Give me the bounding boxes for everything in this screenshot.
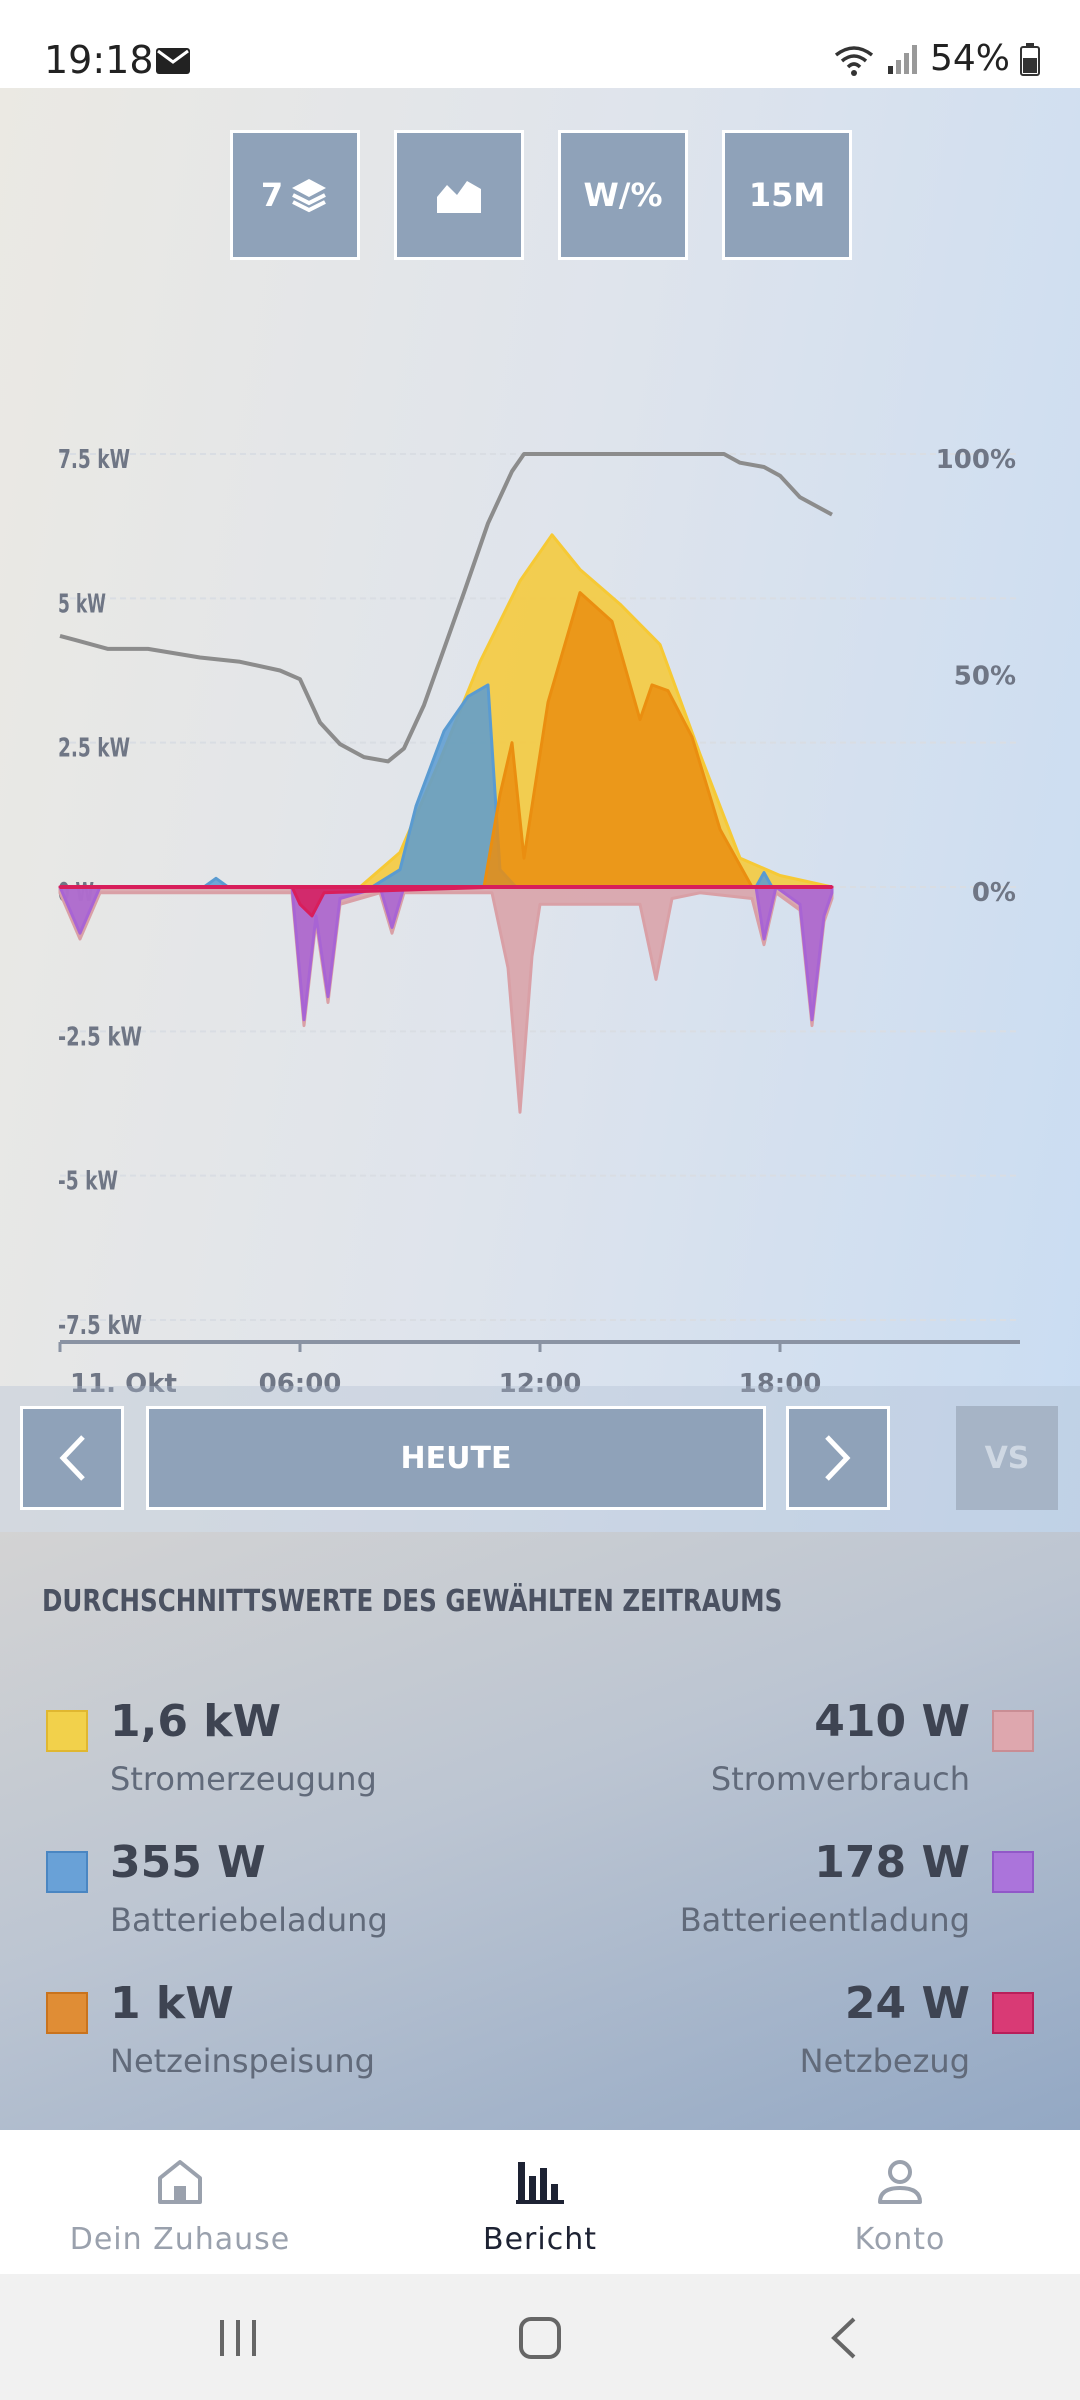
legend-value: 24 W bbox=[844, 1978, 970, 2029]
legend-label: Batterieentladung bbox=[679, 1901, 970, 1939]
series-area-netzeinspeisung bbox=[58, 591, 834, 889]
chevron-right-icon bbox=[825, 1435, 851, 1481]
y-tick-label-left: 5 kW bbox=[58, 589, 106, 619]
legend-label: Stromverbrauch bbox=[710, 1760, 970, 1798]
status-bar: 19:18 54% bbox=[0, 0, 1080, 88]
chart-toolbar: 7 W/% 15M bbox=[230, 130, 852, 260]
averages-summary: DURCHSCHNITTSWERTE DES GEWÄHLTEN ZEITRAU… bbox=[0, 1532, 1080, 2130]
nav-tab-account[interactable]: Konto bbox=[720, 2130, 1080, 2274]
legend-value: 178 W bbox=[814, 1837, 970, 1888]
y-tick-label-left: -7.5 kW bbox=[58, 1311, 142, 1341]
series-line-battery_soc bbox=[59, 452, 833, 764]
x-tick-label: 18:00 bbox=[739, 1369, 822, 1399]
nav-tab-label: Dein Zuhause bbox=[69, 2222, 291, 2257]
legend-label: Netzeinspeisung bbox=[110, 2042, 375, 2080]
signal-icon bbox=[887, 44, 917, 74]
compare-label: VS bbox=[984, 1440, 1030, 1476]
status-time: 19:18 bbox=[44, 38, 154, 82]
series-area-stromverbrauch bbox=[58, 885, 834, 1114]
legend-value: 1,6 kW bbox=[110, 1696, 282, 1747]
back-icon[interactable] bbox=[826, 2316, 862, 2360]
legend-item-netzbezug: 24 W Netzbezug bbox=[540, 1970, 1080, 2090]
legend-item-stromverbrauch: 410 W Stromverbrauch bbox=[540, 1688, 1080, 1808]
y-tick-label-left: 2.5 kW bbox=[58, 734, 130, 764]
next-period-button[interactable] bbox=[786, 1406, 890, 1510]
interval-button[interactable]: 15M bbox=[722, 130, 852, 260]
energy-chart-svg: 7.5 kW5 kW2.5 kW0 W-2.5 kW-5 kW-7.5 kW10… bbox=[58, 445, 1020, 1399]
home-icon bbox=[158, 2160, 202, 2204]
legend-item-batteriebeladung: 355 W Batteriebeladung bbox=[0, 1829, 540, 1949]
x-tick-label: 11. Okt bbox=[70, 1369, 177, 1399]
nav-tab-home[interactable]: Dein Zuhause bbox=[0, 2130, 360, 2274]
legend-item-batterieentladung: 178 W Batterieentladung bbox=[540, 1829, 1080, 1949]
previous-period-button[interactable] bbox=[20, 1406, 124, 1510]
legend-swatch bbox=[46, 1710, 88, 1752]
summary-title: DURCHSCHNITTSWERTE DES GEWÄHLTEN ZEITRAU… bbox=[42, 1584, 783, 1619]
recent-apps-icon[interactable] bbox=[216, 2318, 260, 2358]
y-tick-label-left: -2.5 kW bbox=[58, 1022, 142, 1052]
legend-value: 410 W bbox=[814, 1696, 970, 1747]
current-period-button[interactable]: HEUTE bbox=[146, 1406, 766, 1510]
home-button-icon[interactable] bbox=[518, 2316, 562, 2360]
chevron-left-icon bbox=[59, 1435, 85, 1481]
unit-toggle-button[interactable]: W/% bbox=[558, 130, 688, 260]
legend-label: Batteriebeladung bbox=[110, 1901, 388, 1939]
bottom-navigation: Dein Zuhause Bericht Konto bbox=[0, 2130, 1080, 2274]
bar-chart-icon bbox=[516, 2162, 564, 2204]
area-chart-icon bbox=[437, 181, 481, 213]
report-screen: 7 W/% 15M 7.5 kW5 kW2.5 kW0 W-2.5 kW-5 k… bbox=[0, 88, 1080, 2130]
y-tick-label-right: 50% bbox=[954, 662, 1016, 692]
layers-count: 7 bbox=[260, 176, 284, 214]
person-icon bbox=[878, 2160, 922, 2204]
nav-tab-label: Bericht bbox=[483, 2222, 597, 2257]
nav-tab-report[interactable]: Bericht bbox=[360, 2130, 720, 2274]
x-tick-label: 06:00 bbox=[259, 1369, 342, 1399]
legend-value: 1 kW bbox=[110, 1978, 234, 2029]
period-label: HEUTE bbox=[400, 1440, 512, 1476]
legend-swatch bbox=[992, 1851, 1034, 1893]
mail-icon bbox=[156, 48, 190, 74]
layers-icon bbox=[292, 179, 327, 213]
x-tick-label: 12:00 bbox=[499, 1369, 582, 1399]
series-area-batterieentladung bbox=[58, 885, 834, 1022]
battery-percent: 54% bbox=[929, 38, 1010, 79]
chart-type-button[interactable] bbox=[394, 130, 524, 260]
battery-icon bbox=[1020, 42, 1040, 76]
legend-item-netzeinspeisung: 1 kW Netzeinspeisung bbox=[0, 1970, 540, 2090]
legend-swatch bbox=[992, 1992, 1034, 2034]
compare-button[interactable]: VS bbox=[956, 1406, 1058, 1510]
energy-chart[interactable]: 7.5 kW5 kW2.5 kW0 W-2.5 kW-5 kW-7.5 kW10… bbox=[0, 336, 1080, 1466]
unit-label: W/% bbox=[583, 176, 663, 214]
interval-label: 15M bbox=[748, 176, 826, 214]
layers-button[interactable]: 7 bbox=[230, 130, 360, 260]
legend-item-stromerzeugung: 1,6 kW Stromerzeugung bbox=[0, 1688, 540, 1808]
legend-swatch bbox=[46, 1851, 88, 1893]
y-tick-label-left: -5 kW bbox=[58, 1167, 118, 1197]
period-navigation: HEUTE VS bbox=[0, 1386, 1080, 1532]
y-tick-label-right: 0% bbox=[972, 878, 1016, 908]
legend-swatch bbox=[992, 1710, 1034, 1752]
y-tick-label-right: 100% bbox=[936, 445, 1016, 475]
legend-value: 355 W bbox=[110, 1837, 266, 1888]
legend-swatch bbox=[46, 1992, 88, 2034]
system-navigation-bar bbox=[0, 2274, 1080, 2400]
legend-label: Netzbezug bbox=[799, 2042, 970, 2080]
wifi-icon bbox=[834, 45, 874, 76]
legend-label: Stromerzeugung bbox=[110, 1760, 377, 1798]
y-tick-label-left: 7.5 kW bbox=[58, 445, 130, 475]
nav-tab-label: Konto bbox=[854, 2222, 946, 2257]
